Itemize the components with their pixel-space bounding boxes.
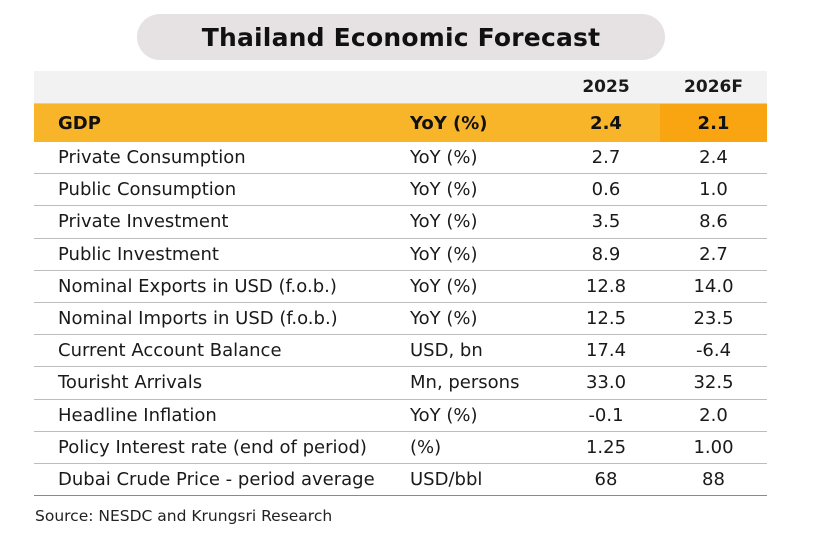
gdp-unit: YoY (%): [410, 103, 552, 142]
row-value-2026f: 23.5: [660, 302, 767, 336]
table-header-row: 2025 2026F: [34, 71, 767, 104]
row-value-2026f: -6.4: [660, 334, 767, 368]
gdp-label: GDP: [34, 103, 410, 142]
row-unit: YoY (%): [410, 142, 552, 175]
gdp-2026f: 2.1: [660, 103, 767, 142]
forecast-table: 2025 2026F GDP YoY (%) 2.4 2.1 Private C…: [34, 71, 767, 497]
row-value-2025: -0.1: [552, 399, 660, 432]
row-indicator: Private Investment: [34, 205, 410, 239]
row-indicator: Headline Inflation: [34, 399, 410, 432]
row-value-2026f: 88: [660, 463, 767, 497]
row-value-2026f: 2.4: [660, 142, 767, 175]
gdp-row: GDP YoY (%) 2.4 2.1: [34, 103, 767, 142]
table-row: Headline Inflation YoY (%) -0.1 2.0: [34, 399, 767, 432]
header-indicator-cell: [34, 71, 410, 104]
table-row: Nominal Exports in USD (f.o.b.) YoY (%) 12…: [34, 270, 767, 303]
row-unit: YoY (%): [410, 205, 552, 239]
row-unit: YoY (%): [410, 238, 552, 271]
row-value-2025: 68: [552, 463, 660, 497]
row-indicator: Public Consumption: [34, 173, 410, 207]
header-unit-cell: [410, 71, 552, 104]
row-value-2025: 2.7: [552, 142, 660, 175]
row-indicator: Nominal Exports in USD (f.o.b.): [34, 270, 410, 303]
row-value-2026f: 32.5: [660, 366, 767, 400]
row-value-2026f: 14.0: [660, 270, 767, 303]
row-value-2025: 8.9: [552, 238, 660, 271]
row-indicator: Dubai Crude Price - period average: [34, 463, 410, 497]
row-indicator: Nominal Imports in USD (f.o.b.): [34, 302, 410, 336]
row-unit: (%): [410, 431, 552, 464]
row-value-2026f: 2.7: [660, 238, 767, 271]
row-indicator: Private Consumption: [34, 142, 410, 175]
row-unit: Mn, persons: [410, 366, 552, 400]
page-title: Thailand Economic Forecast: [201, 22, 601, 52]
row-indicator: Public Investment: [34, 238, 410, 271]
table-row: Public Investment YoY (%) 8.9 2.7: [34, 238, 767, 271]
header-2026f: 2026F: [660, 71, 767, 104]
row-value-2026f: 1.0: [660, 173, 767, 207]
row-value-2025: 17.4: [552, 334, 660, 368]
table-row: Dubai Crude Price - period average USD/bb…: [34, 463, 767, 497]
source-note: Source: NESDC and Krungsri Research: [35, 507, 333, 525]
row-value-2025: 0.6: [552, 173, 660, 207]
row-indicator: Tourisht Arrivals: [34, 366, 410, 400]
row-value-2025: 33.0: [552, 366, 660, 400]
table-row: Current Account Balance USD, bn 17.4 -6.4: [34, 334, 767, 368]
table-row: Public Consumption YoY (%) 0.6 1.0: [34, 173, 767, 207]
table-row: Nominal Imports in USD (f.o.b.) YoY (%) 12…: [34, 302, 767, 336]
gdp-2025: 2.4: [552, 103, 660, 142]
row-value-2026f: 1.00: [660, 431, 767, 464]
title-banner: Thailand Economic Forecast: [137, 14, 665, 60]
table-row: Private Investment YoY (%) 3.5 8.6: [34, 205, 767, 239]
row-value-2025: 1.25: [552, 431, 660, 464]
table-row: Policy Interest rate (end of period) (%) 1…: [34, 431, 767, 464]
row-unit: YoY (%): [410, 270, 552, 303]
row-value-2026f: 2.0: [660, 399, 767, 432]
row-value-2025: 12.5: [552, 302, 660, 336]
row-unit: YoY (%): [410, 399, 552, 432]
row-value-2025: 12.8: [552, 270, 660, 303]
row-unit: USD/bbl: [410, 463, 552, 497]
row-value-2025: 3.5: [552, 205, 660, 239]
row-unit: USD, bn: [410, 334, 552, 368]
row-value-2026f: 8.6: [660, 205, 767, 239]
table-row: Private Consumption YoY (%) 2.7 2.4: [34, 142, 767, 175]
table-row: Tourisht Arrivals Mn, persons 33.0 32.5: [34, 366, 767, 400]
row-indicator: Current Account Balance: [34, 334, 410, 368]
row-unit: YoY (%): [410, 173, 552, 207]
header-2025: 2025: [552, 71, 660, 104]
row-indicator: Policy Interest rate (end of period): [34, 431, 410, 464]
row-unit: YoY (%): [410, 302, 552, 336]
